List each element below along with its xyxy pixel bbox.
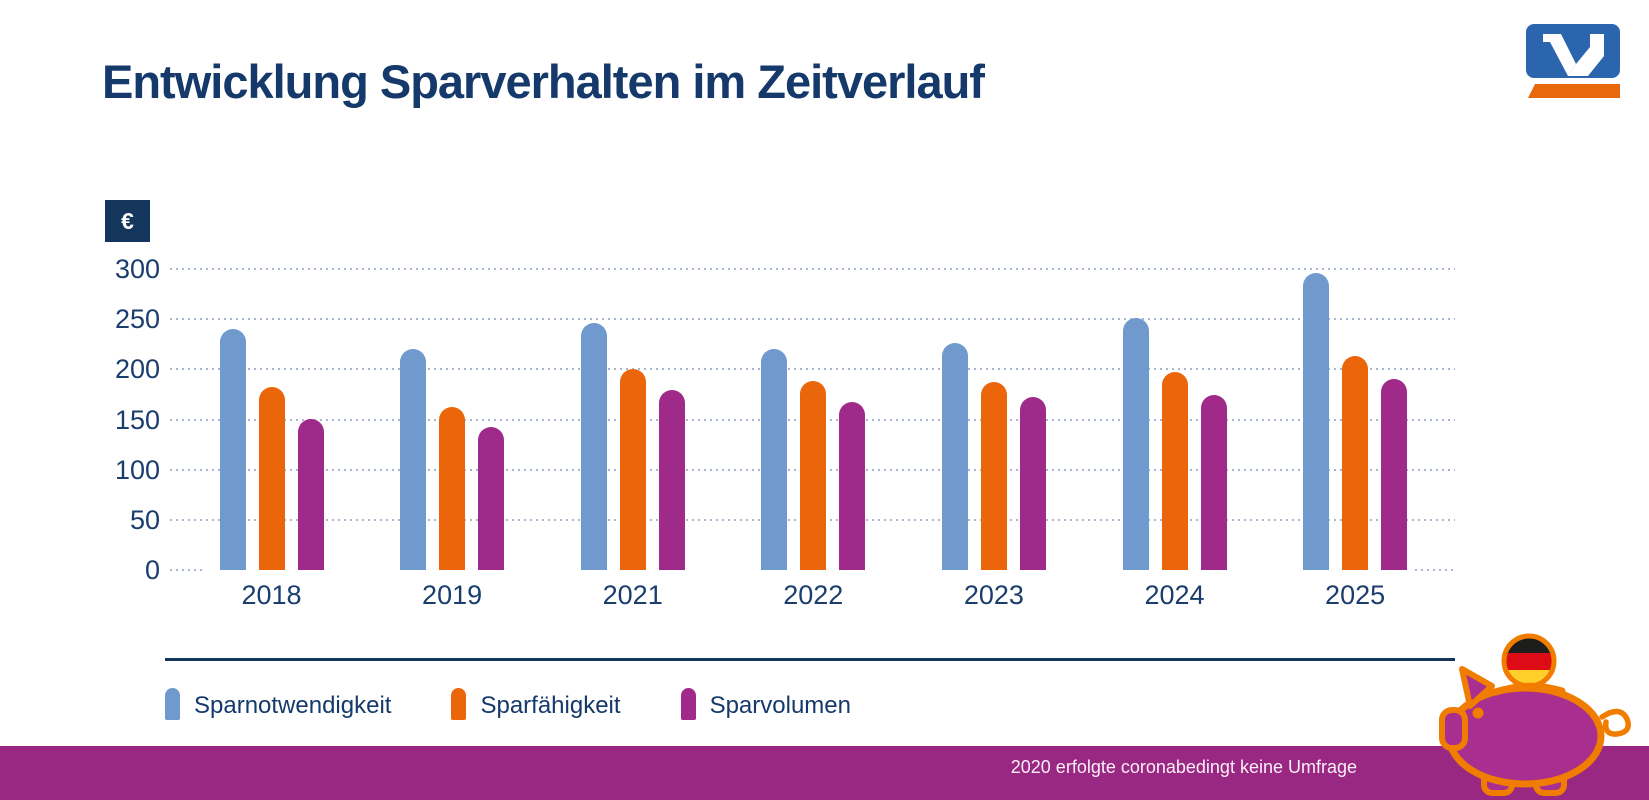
legend-item-sparnotwendigkeit: Sparnotwendigkeit (165, 688, 391, 720)
bar-sparfähigkeit-2022 (800, 381, 827, 570)
legend-separator-line (165, 658, 1455, 661)
legend-swatch-sparnotwendigkeit (165, 688, 180, 720)
bar-sparvolumen-2023 (1019, 397, 1046, 570)
piggy-bank-icon (1439, 633, 1631, 796)
gridline-0 (170, 569, 206, 571)
footer-note: 2020 erfolgte coronabedingt keine Umfrag… (1010, 757, 1357, 777)
legend-swatch-sparfähigkeit (451, 688, 467, 720)
bar-sparfähigkeit-2019 (439, 407, 466, 570)
bar-sparnotwendigkeit-2018 (219, 329, 246, 570)
chart-legend: Sparnotwendigkeit Sparfähigkeit Sparvolume… (165, 688, 851, 720)
legend-label: Sparnotwendigkeit (194, 692, 392, 719)
legend-label: Sparvolumen (709, 692, 851, 719)
y-axis-unit-badge: € (105, 200, 150, 242)
y-tick-label-200: 200 (114, 354, 160, 385)
bar-sparfähigkeit-2024 (1161, 372, 1188, 570)
footer-color-bar (0, 746, 1649, 800)
x-label-2018: 2018 (241, 580, 302, 610)
x-label-2025: 2025 (1325, 580, 1386, 610)
bar-sparnotwendigkeit-2025 (1303, 273, 1330, 570)
page-title: Entwicklung Sparverhalten im Zeitverlauf (102, 55, 985, 108)
legend-label: Sparfähigkeit (480, 692, 621, 719)
gridline-250 (170, 318, 1455, 321)
pig-body (1439, 666, 1631, 796)
bar-sparnotwendigkeit-2021 (580, 323, 607, 570)
bar-sparvolumen-2024 (1200, 395, 1227, 570)
x-label-2019: 2019 (422, 580, 483, 610)
y-tick-label-250: 250 (114, 304, 160, 335)
bar-sparnotwendigkeit-2024 (1122, 318, 1149, 570)
y-tick-label-0: 0 (144, 555, 160, 585)
bar-sparvolumen-2019 (478, 427, 505, 570)
gridline-300 (170, 268, 1455, 270)
bar-sparnotwendigkeit-2022 (761, 349, 788, 570)
bar-sparvolumen-2025 (1381, 379, 1408, 570)
bar-sparfähigkeit-2018 (258, 387, 285, 570)
bar-sparvolumen-2022 (839, 402, 866, 570)
y-tick-label-300: 300 (114, 254, 160, 284)
legend-item-sparvolumen: Sparvolumen (680, 688, 851, 720)
bar-sparnotwendigkeit-2023 (941, 343, 968, 570)
y-tick-label-100: 100 (114, 454, 160, 485)
x-label-2022: 2022 (783, 580, 844, 610)
legend-swatch-sparvolumen (680, 688, 696, 720)
bar-sparvolumen-2018 (297, 419, 324, 570)
x-label-2024: 2024 (1144, 580, 1205, 610)
bar-sparfähigkeit-2023 (980, 382, 1007, 570)
x-label-2023: 2023 (963, 580, 1024, 610)
y-tick-label-50: 50 (129, 504, 160, 535)
bar-sparnotwendigkeit-2019 (400, 349, 427, 570)
volksbank-logo-icon (1526, 24, 1620, 98)
german-flag-coin-icon (1501, 633, 1557, 689)
y-axis-unit-label: € (121, 207, 134, 234)
legend-item-sparfähigkeit: Sparfähigkeit (451, 688, 621, 720)
gridline-200 (170, 368, 1455, 371)
bar-sparvolumen-2021 (658, 390, 685, 570)
gridline-0 (1415, 569, 1455, 571)
x-label-2021: 2021 (602, 580, 663, 610)
y-tick-label-150: 150 (114, 404, 160, 435)
bar-sparfähigkeit-2025 (1342, 356, 1369, 570)
bar-sparfähigkeit-2021 (619, 369, 646, 570)
